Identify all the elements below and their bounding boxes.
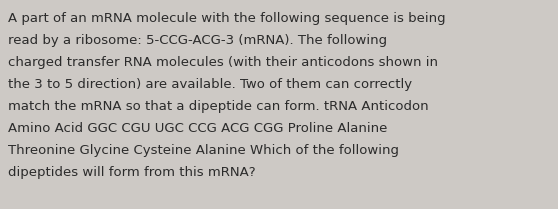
Text: match the mRNA so that a dipeptide can form. tRNA Anticodon: match the mRNA so that a dipeptide can f… [8, 100, 429, 113]
Text: the 3 to 5 direction) are available. Two of them can correctly: the 3 to 5 direction) are available. Two… [8, 78, 412, 91]
Text: dipeptides will form from this mRNA?: dipeptides will form from this mRNA? [8, 166, 256, 179]
Text: read by a ribosome: 5-CCG-ACG-3 (mRNA). The following: read by a ribosome: 5-CCG-ACG-3 (mRNA). … [8, 34, 387, 47]
Text: A part of an mRNA molecule with the following sequence is being: A part of an mRNA molecule with the foll… [8, 12, 446, 25]
Text: Amino Acid GGC CGU UGC CCG ACG CGG Proline Alanine: Amino Acid GGC CGU UGC CCG ACG CGG Proli… [8, 122, 387, 135]
Text: charged transfer RNA molecules (with their anticodons shown in: charged transfer RNA molecules (with the… [8, 56, 438, 69]
Text: Threonine Glycine Cysteine Alanine Which of the following: Threonine Glycine Cysteine Alanine Which… [8, 144, 399, 157]
